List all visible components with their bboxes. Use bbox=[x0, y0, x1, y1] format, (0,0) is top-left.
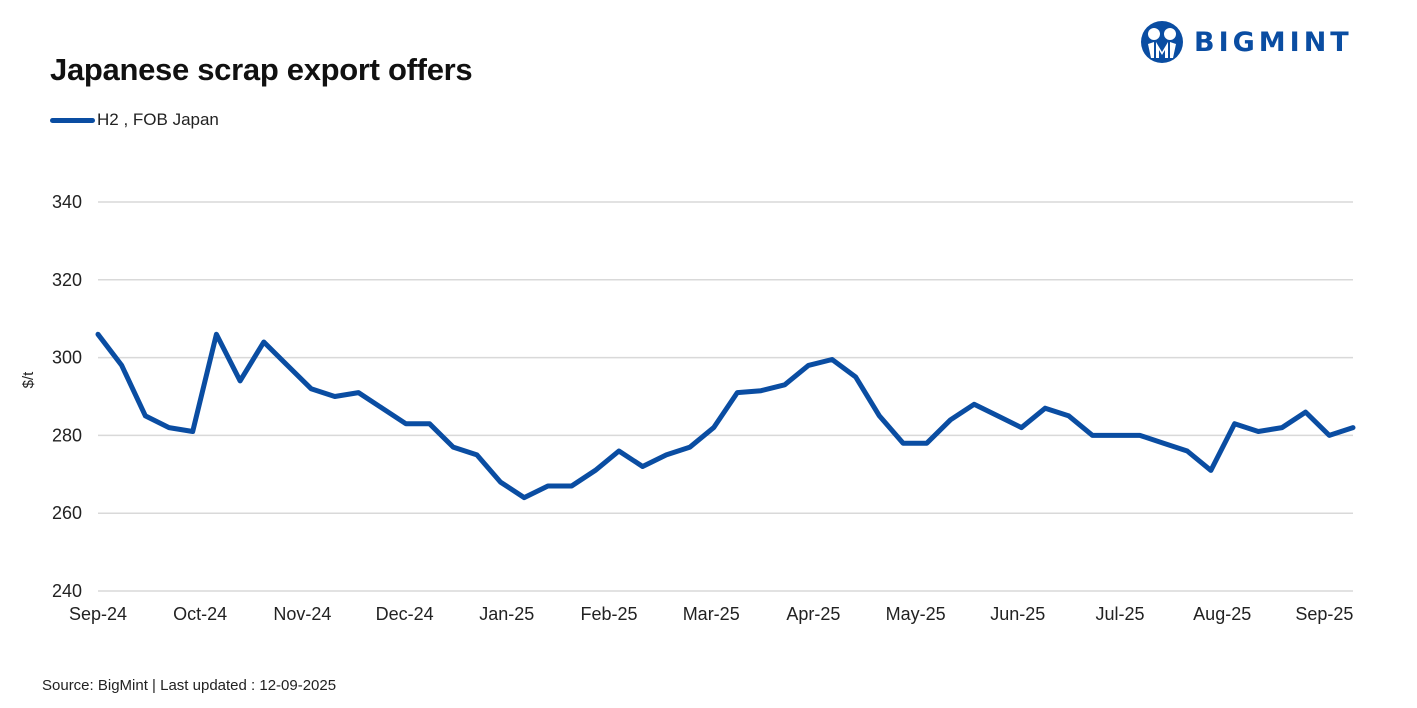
bigmint-logo: BIGMINT bbox=[1140, 20, 1353, 64]
y-tick-label: 260 bbox=[52, 503, 82, 523]
x-tick-label: May-25 bbox=[886, 604, 946, 624]
series-line-h2-fob-japan bbox=[95, 331, 1356, 501]
x-tick-label: Aug-25 bbox=[1193, 604, 1251, 624]
legend-label: H2 , FOB Japan bbox=[97, 110, 219, 129]
x-tick-label: Feb-25 bbox=[580, 604, 637, 624]
y-tick-label: 240 bbox=[52, 581, 82, 601]
y-tick-label: 300 bbox=[52, 348, 82, 368]
x-tick-label: Sep-25 bbox=[1295, 604, 1353, 624]
x-tick-label: Jun-25 bbox=[990, 604, 1045, 624]
y-tick-label: 340 bbox=[52, 192, 82, 212]
x-tick-label: Mar-25 bbox=[683, 604, 740, 624]
y-tick-label: 320 bbox=[52, 270, 82, 290]
bigmint-people-icon bbox=[1141, 21, 1183, 63]
x-tick-label: Nov-24 bbox=[273, 604, 331, 624]
y-axis-ticks: 240 260 280 300 320 340 bbox=[52, 192, 82, 601]
legend-line-swatch bbox=[50, 117, 95, 123]
source-footer: Source: BigMint | Last updated : 12-09-2… bbox=[42, 677, 337, 694]
x-axis-ticks: Sep-24 Oct-24 Nov-24 Dec-24 Jan-25 Feb-25 Mar-… bbox=[69, 604, 1353, 624]
logo-text: BIGMINT bbox=[1194, 26, 1353, 58]
y-axis-label: $/t bbox=[20, 371, 37, 389]
x-tick-label: Oct-24 bbox=[173, 604, 227, 624]
y-tick-label: 280 bbox=[52, 425, 82, 445]
legend: H2 , FOB Japan bbox=[50, 110, 219, 130]
x-tick-label: Apr-25 bbox=[786, 604, 840, 624]
x-tick-label: Sep-24 bbox=[69, 604, 127, 624]
gridlines bbox=[98, 201, 1353, 592]
x-tick-label: Jul-25 bbox=[1095, 604, 1144, 624]
chart-title: Japanese scrap export offers bbox=[50, 52, 473, 87]
x-tick-label: Dec-24 bbox=[376, 604, 434, 624]
x-tick-label: Jan-25 bbox=[479, 604, 534, 624]
